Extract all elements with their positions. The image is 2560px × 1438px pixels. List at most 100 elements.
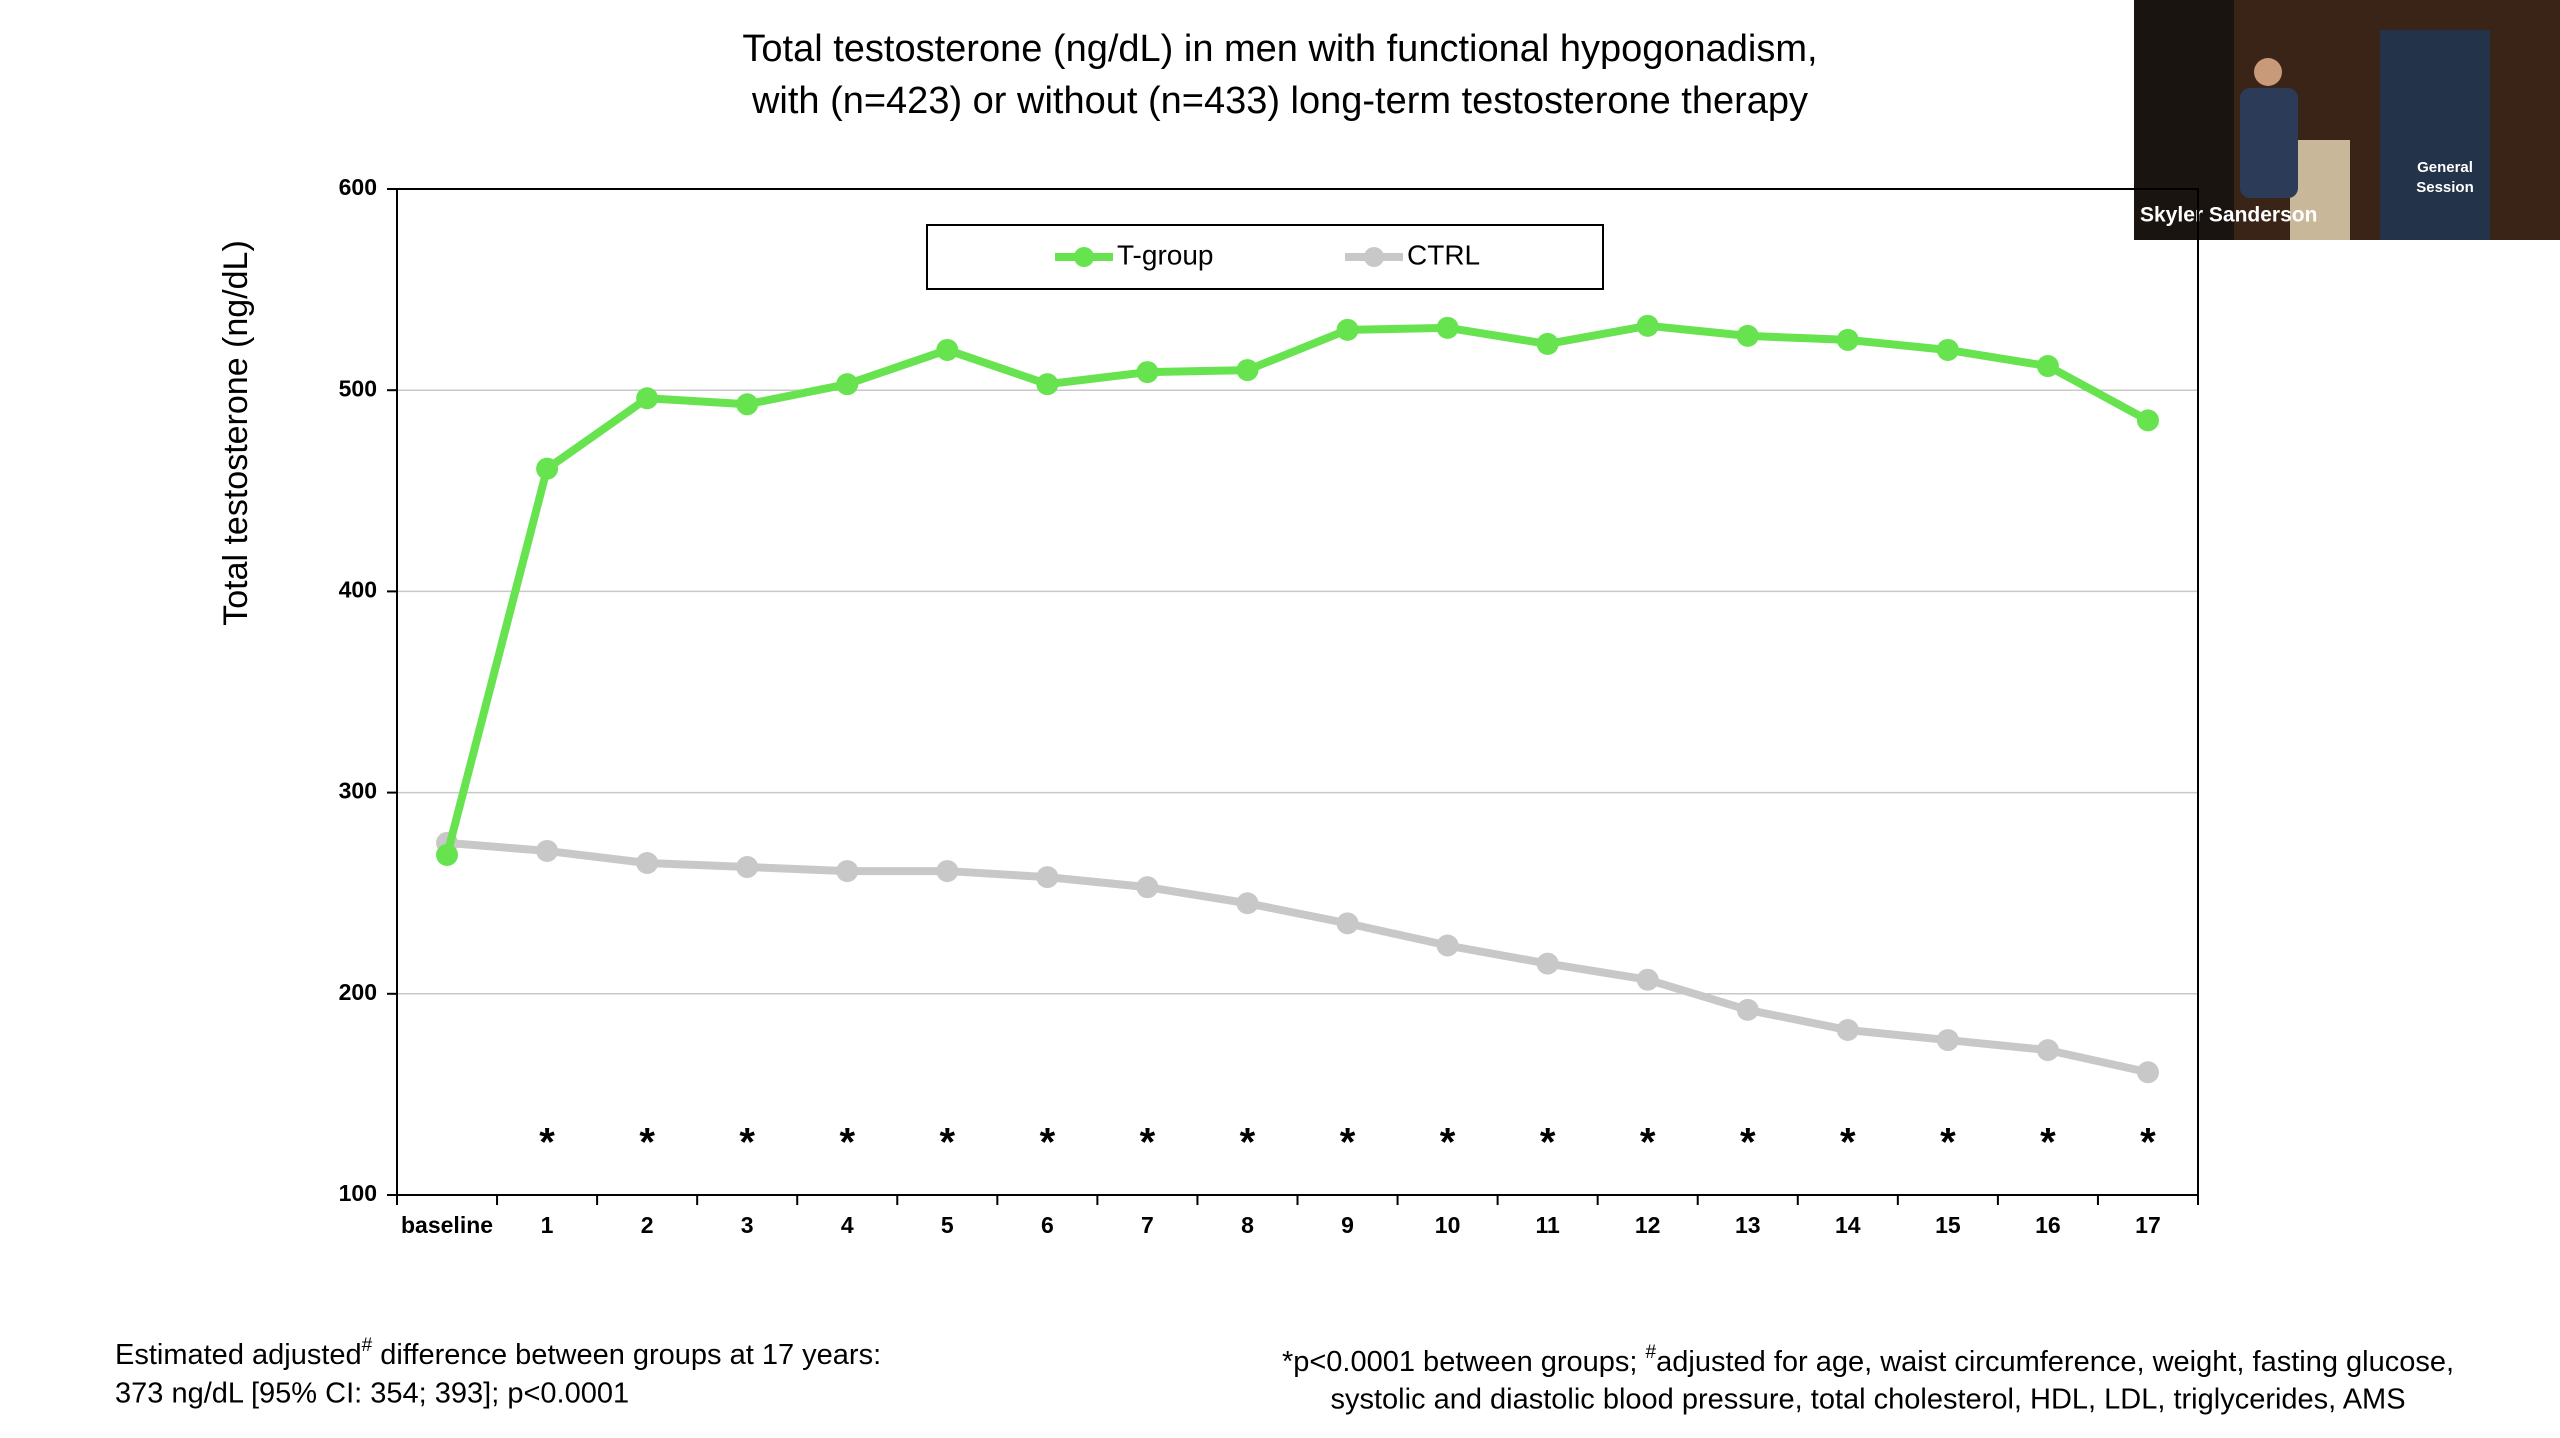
footnote-text: difference between groups at 17 years: bbox=[372, 1339, 881, 1371]
x-tick-label: 17 bbox=[2135, 1212, 2161, 1238]
x-tick-label: 6 bbox=[1041, 1212, 1054, 1238]
legend-box bbox=[926, 224, 1604, 290]
significance-marker: * bbox=[2140, 1121, 2156, 1165]
data-point bbox=[1136, 361, 1159, 384]
x-tick-label: 2 bbox=[641, 1212, 654, 1238]
x-tick-label: 9 bbox=[1341, 1212, 1354, 1238]
x-tick-label: 10 bbox=[1435, 1212, 1461, 1238]
data-point bbox=[1236, 892, 1259, 915]
y-axis-title: Total testosterone (ng/dL) bbox=[217, 240, 255, 626]
data-point bbox=[1936, 1029, 1959, 1052]
speaker-name: Skyler Sanderson bbox=[2140, 204, 2317, 227]
data-point bbox=[836, 373, 859, 396]
data-point bbox=[1436, 316, 1459, 339]
significance-marker: * bbox=[1040, 1121, 1056, 1165]
data-point bbox=[836, 860, 859, 883]
footnote: systolic and diastolic blood pressure, t… bbox=[1330, 1384, 2405, 1416]
data-point bbox=[1536, 952, 1559, 975]
significance-marker: * bbox=[1140, 1121, 1156, 1165]
banner-text: Session bbox=[2416, 179, 2474, 196]
data-point bbox=[736, 856, 759, 879]
data-point bbox=[1036, 866, 1059, 889]
speaker-body bbox=[2240, 88, 2298, 198]
significance-marker: * bbox=[839, 1121, 855, 1165]
footnote: 373 ng/dL [95% CI: 354; 393]; p<0.0001 bbox=[115, 1378, 629, 1410]
y-tick-label: 600 bbox=[339, 174, 377, 200]
x-tick-label: 4 bbox=[841, 1212, 854, 1238]
chart-title: with (n=423) or without (n=433) long-ter… bbox=[751, 80, 1808, 122]
footnote-sup: # bbox=[1646, 1342, 1657, 1363]
data-point bbox=[2136, 409, 2159, 432]
series-line bbox=[446, 838, 2149, 1077]
data-point bbox=[1336, 318, 1359, 341]
banner-text: General bbox=[2417, 159, 2473, 176]
significance-marker: * bbox=[739, 1121, 755, 1165]
data-point bbox=[1136, 876, 1159, 899]
video-dark bbox=[2134, 0, 2234, 240]
legend-label: T-group bbox=[1117, 239, 1214, 270]
footnote-text: *p<0.0001 between groups; bbox=[1282, 1346, 1646, 1378]
significance-marker: * bbox=[1640, 1121, 1656, 1165]
significance-marker: * bbox=[1240, 1121, 1256, 1165]
footnote-text: Estimated adjusted bbox=[115, 1339, 362, 1371]
data-point bbox=[536, 457, 559, 480]
x-tick-label: 1 bbox=[541, 1212, 554, 1238]
significance-marker: * bbox=[539, 1121, 555, 1165]
x-tick-label: 5 bbox=[941, 1212, 954, 1238]
footnote: *p<0.0001 between groups; #adjusted for … bbox=[1282, 1342, 2454, 1378]
x-tick-label: 8 bbox=[1241, 1212, 1254, 1238]
data-point bbox=[1836, 328, 1859, 351]
data-point bbox=[436, 843, 459, 866]
data-point bbox=[1736, 324, 1759, 347]
data-point bbox=[736, 393, 759, 416]
x-tick-label: 16 bbox=[2035, 1212, 2061, 1238]
video-thumbnail: General Session Skyler Sanderson bbox=[2134, 0, 2560, 240]
significance-marker: * bbox=[1940, 1121, 1956, 1165]
data-point bbox=[2036, 355, 2059, 378]
x-tick-label: 3 bbox=[741, 1212, 754, 1238]
x-tick-label: 11 bbox=[1535, 1212, 1560, 1238]
speaker-head bbox=[2254, 58, 2282, 86]
data-point bbox=[536, 839, 559, 862]
significance-marker: * bbox=[1740, 1121, 1756, 1165]
data-point bbox=[1336, 912, 1359, 935]
data-point bbox=[1936, 338, 1959, 361]
data-point bbox=[636, 852, 659, 875]
series-line bbox=[443, 321, 2150, 856]
significance-marker: * bbox=[1440, 1121, 1456, 1165]
data-point bbox=[2136, 1061, 2159, 1084]
y-tick-label: 400 bbox=[339, 576, 377, 602]
chart-title: Total testosterone (ng/dL) in men with f… bbox=[742, 28, 1817, 70]
footnote: Estimated adjusted# difference between g… bbox=[115, 1335, 881, 1371]
footnote-text: adjusted for age, waist circumference, w… bbox=[1656, 1346, 2454, 1378]
data-point bbox=[1436, 934, 1459, 957]
significance-marker: * bbox=[1340, 1121, 1356, 1165]
podium bbox=[2290, 140, 2350, 240]
significance-marker: * bbox=[940, 1121, 956, 1165]
y-tick-label: 300 bbox=[339, 778, 377, 804]
data-point bbox=[1836, 1019, 1859, 1042]
banner bbox=[2380, 30, 2490, 240]
significance-marker: * bbox=[1540, 1121, 1556, 1165]
data-point bbox=[2036, 1039, 2059, 1062]
data-point bbox=[1236, 359, 1259, 382]
data-point bbox=[636, 387, 659, 410]
significance-marker: * bbox=[1840, 1121, 1856, 1165]
data-point bbox=[1536, 332, 1559, 355]
data-point bbox=[1036, 373, 1059, 396]
legend-marker bbox=[1364, 247, 1384, 267]
footnote-sup: # bbox=[362, 1335, 373, 1356]
data-point bbox=[1636, 968, 1659, 991]
plot-frame bbox=[396, 188, 2199, 1196]
data-point bbox=[1636, 314, 1659, 337]
legend-marker bbox=[1074, 247, 1094, 267]
x-tick-label: 14 bbox=[1835, 1212, 1861, 1238]
x-tick-label: 13 bbox=[1735, 1212, 1761, 1238]
significance-marker: * bbox=[2040, 1121, 2056, 1165]
data-point bbox=[936, 338, 959, 361]
x-tick-label: baseline bbox=[401, 1212, 493, 1238]
y-tick-label: 200 bbox=[339, 979, 377, 1005]
x-tick-label: 12 bbox=[1635, 1212, 1661, 1238]
x-tick-label: 7 bbox=[1141, 1212, 1154, 1238]
